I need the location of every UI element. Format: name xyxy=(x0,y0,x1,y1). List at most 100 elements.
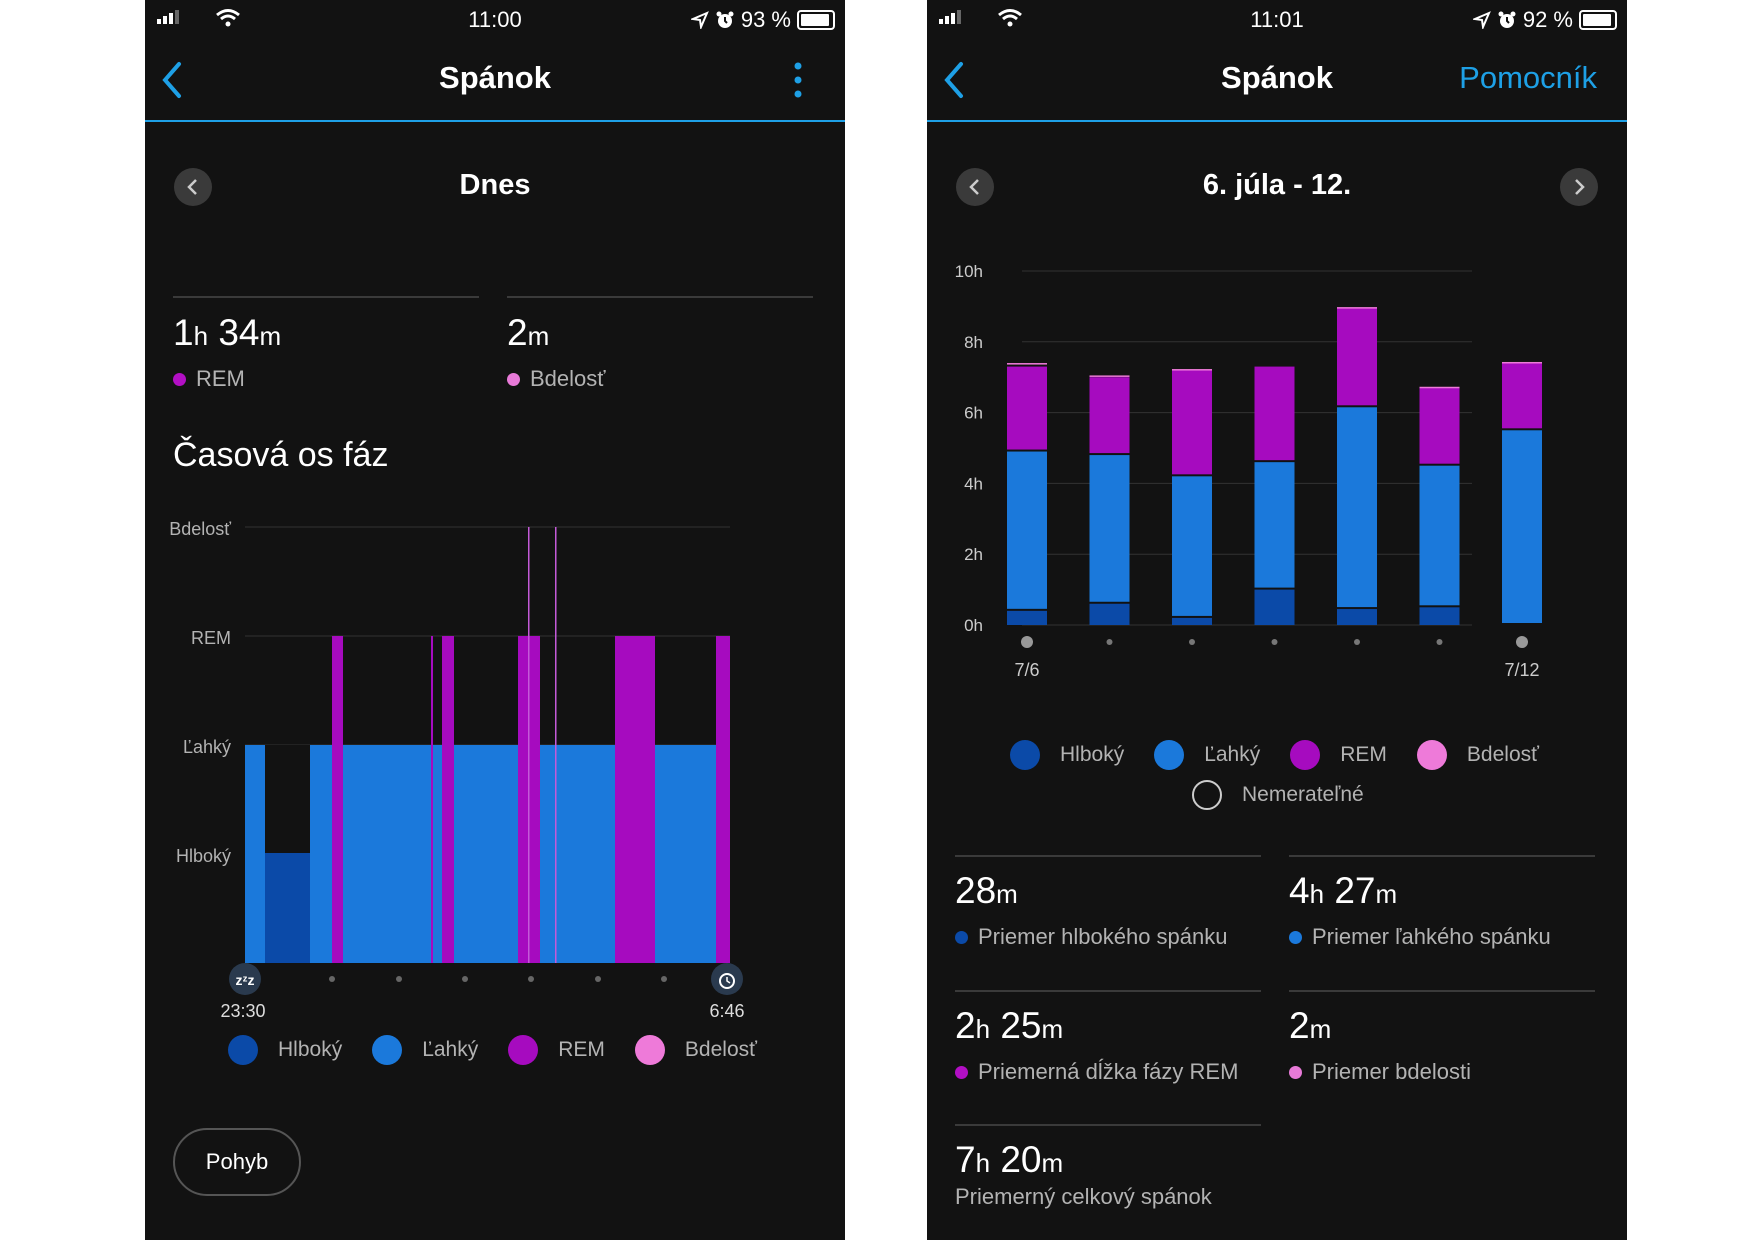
legend: Hlboký Ľahký REM Bdelosť xyxy=(228,1035,787,1065)
next-week-button[interactable] xyxy=(1560,168,1598,206)
phone-screen-left: 11:00 93 % Spánok Dnes 1h 34m REM 2m Bde… xyxy=(145,0,845,1240)
legend-item: Bdelosť xyxy=(1416,740,1539,770)
y-label-awake: Bdelosť xyxy=(169,519,231,539)
previous-date-button[interactable] xyxy=(174,168,212,206)
stat-value-rem: 1h 34m xyxy=(173,312,282,353)
back-chevron-icon[interactable] xyxy=(941,60,967,100)
stat-value-awake: 2m xyxy=(507,312,550,353)
divider xyxy=(955,990,1261,992)
zzz-icon: zᶻz xyxy=(235,972,254,988)
previous-week-button[interactable] xyxy=(956,168,994,206)
timeline-gap xyxy=(265,745,310,853)
sleep-start-icon xyxy=(229,963,261,995)
bar-segment-ľahký xyxy=(1254,462,1295,588)
bar-segment-bdelosť xyxy=(1089,375,1130,377)
legend-item: REM xyxy=(1290,740,1387,770)
x-tick-dot xyxy=(1516,636,1528,648)
stat-label-rem: REM xyxy=(173,366,245,392)
bar-segment-hlboký xyxy=(1089,603,1130,625)
status-bar: 11:01 92 % xyxy=(927,0,1627,40)
stat-value-avg-rem: 2h 25m xyxy=(955,1005,1064,1046)
bar-segment-hlboký xyxy=(1172,617,1212,625)
nav-bar: Spánok xyxy=(145,40,845,122)
x-tick-dot xyxy=(1021,636,1033,648)
legend: Hlboký Ľahký REM Bdelosť xyxy=(1010,740,1569,770)
phone-screen-right: 11:01 92 % Spánok Pomocník 6. júla - 12.… xyxy=(927,0,1627,1240)
movement-button[interactable]: Pohyb xyxy=(173,1128,301,1196)
y-tick-label: 4h xyxy=(964,474,983,493)
back-chevron-icon[interactable] xyxy=(159,60,185,100)
y-label-light: Ľahký xyxy=(183,737,231,757)
x-tick-dot xyxy=(1106,639,1113,645)
bar-segment-rem xyxy=(1172,370,1212,475)
battery-percent: 92 % xyxy=(1522,7,1573,32)
stat-label-avg-deep: Priemer hlbokého spánku xyxy=(955,924,1227,950)
bar-segment-rem xyxy=(1502,363,1542,429)
stat-label-avg-light: Priemer ľahkého spánku xyxy=(1289,924,1551,950)
chevron-left-icon xyxy=(187,179,197,195)
divider xyxy=(507,296,813,298)
rem-segment xyxy=(615,636,655,963)
bar-segment-bdelosť xyxy=(1337,307,1377,309)
stat-label-avg-awake: Priemer bdelosti xyxy=(1289,1059,1471,1085)
awake-spike xyxy=(528,527,530,963)
page-title: Spánok xyxy=(1221,60,1333,95)
legend-item: REM xyxy=(508,1035,605,1065)
start-time: 23:30 xyxy=(220,1001,265,1020)
divider xyxy=(955,1124,1261,1126)
timeline-tick xyxy=(528,976,534,982)
x-tick-label: 7/12 xyxy=(1504,660,1539,680)
timeline-tick xyxy=(595,976,601,982)
bar-segment-ľahký xyxy=(1007,451,1047,609)
bar-segment-ľahký xyxy=(1172,476,1212,616)
y-tick-label: 8h xyxy=(964,333,983,352)
bar-segment-ľahký xyxy=(1502,430,1542,623)
end-time: 6:46 xyxy=(709,1001,744,1020)
rem-segment xyxy=(431,636,433,963)
helper-link[interactable]: Pomocník xyxy=(1459,60,1597,95)
x-tick-dot xyxy=(1436,639,1443,645)
bar-segment-rem xyxy=(1007,366,1047,450)
legend-item: Ľahký xyxy=(1154,740,1260,770)
bar-segment-hlboký xyxy=(1337,609,1377,625)
divider xyxy=(1289,990,1595,992)
divider xyxy=(1289,855,1595,857)
stat-value-avg-total: 7h 20m xyxy=(955,1139,1064,1180)
y-tick-label: 10h xyxy=(955,262,983,281)
bar-segment-bdelosť xyxy=(1172,369,1212,371)
bar-segment-rem xyxy=(1089,377,1130,454)
bar-segment-rem xyxy=(1337,308,1377,406)
battery-percent: 93 % xyxy=(740,7,791,32)
x-tick-label: 7/6 xyxy=(1014,660,1039,680)
more-menu-icon[interactable] xyxy=(793,60,803,100)
rem-segment xyxy=(716,636,730,963)
battery-icon xyxy=(1579,10,1617,30)
stat-label-avg-rem: Priemerná dĺžka fázy REM xyxy=(955,1059,1238,1085)
wifi-icon xyxy=(998,9,1022,27)
y-tick-label: 6h xyxy=(964,404,983,423)
status-time: 11:01 xyxy=(1250,7,1304,32)
stat-label-awake: Bdelosť xyxy=(507,366,606,392)
x-tick-dot xyxy=(1354,639,1360,645)
date-title: Dnes xyxy=(459,169,531,201)
y-label-rem: REM xyxy=(191,628,231,648)
signal-icon xyxy=(157,10,179,24)
rem-segment xyxy=(442,636,454,963)
awake-spike xyxy=(555,527,557,963)
status-time: 11:00 xyxy=(468,7,522,32)
timeline-tick xyxy=(396,976,402,982)
signal-icon xyxy=(939,10,961,24)
chevron-right-icon xyxy=(1575,179,1585,195)
wifi-icon xyxy=(216,9,240,27)
bar-segment-hlboký xyxy=(1007,610,1047,625)
section-title: Časová os fáz xyxy=(173,436,389,474)
page-title: Spánok xyxy=(439,60,551,95)
bar-segment-bdelosť xyxy=(1502,361,1542,364)
rem-segment xyxy=(332,636,343,963)
y-tick-label: 2h xyxy=(964,545,983,564)
bar-segment-bdelosť xyxy=(1419,386,1460,389)
date-range-title: 6. júla - 12. xyxy=(1202,169,1352,201)
stat-value-avg-light: 4h 27m xyxy=(1289,870,1398,911)
weekly-sleep-chart: 0h 2h 4h 6h 8h 10h 7/6 7/12 xyxy=(955,262,1542,680)
y-label-deep: Hlboký xyxy=(176,846,231,866)
